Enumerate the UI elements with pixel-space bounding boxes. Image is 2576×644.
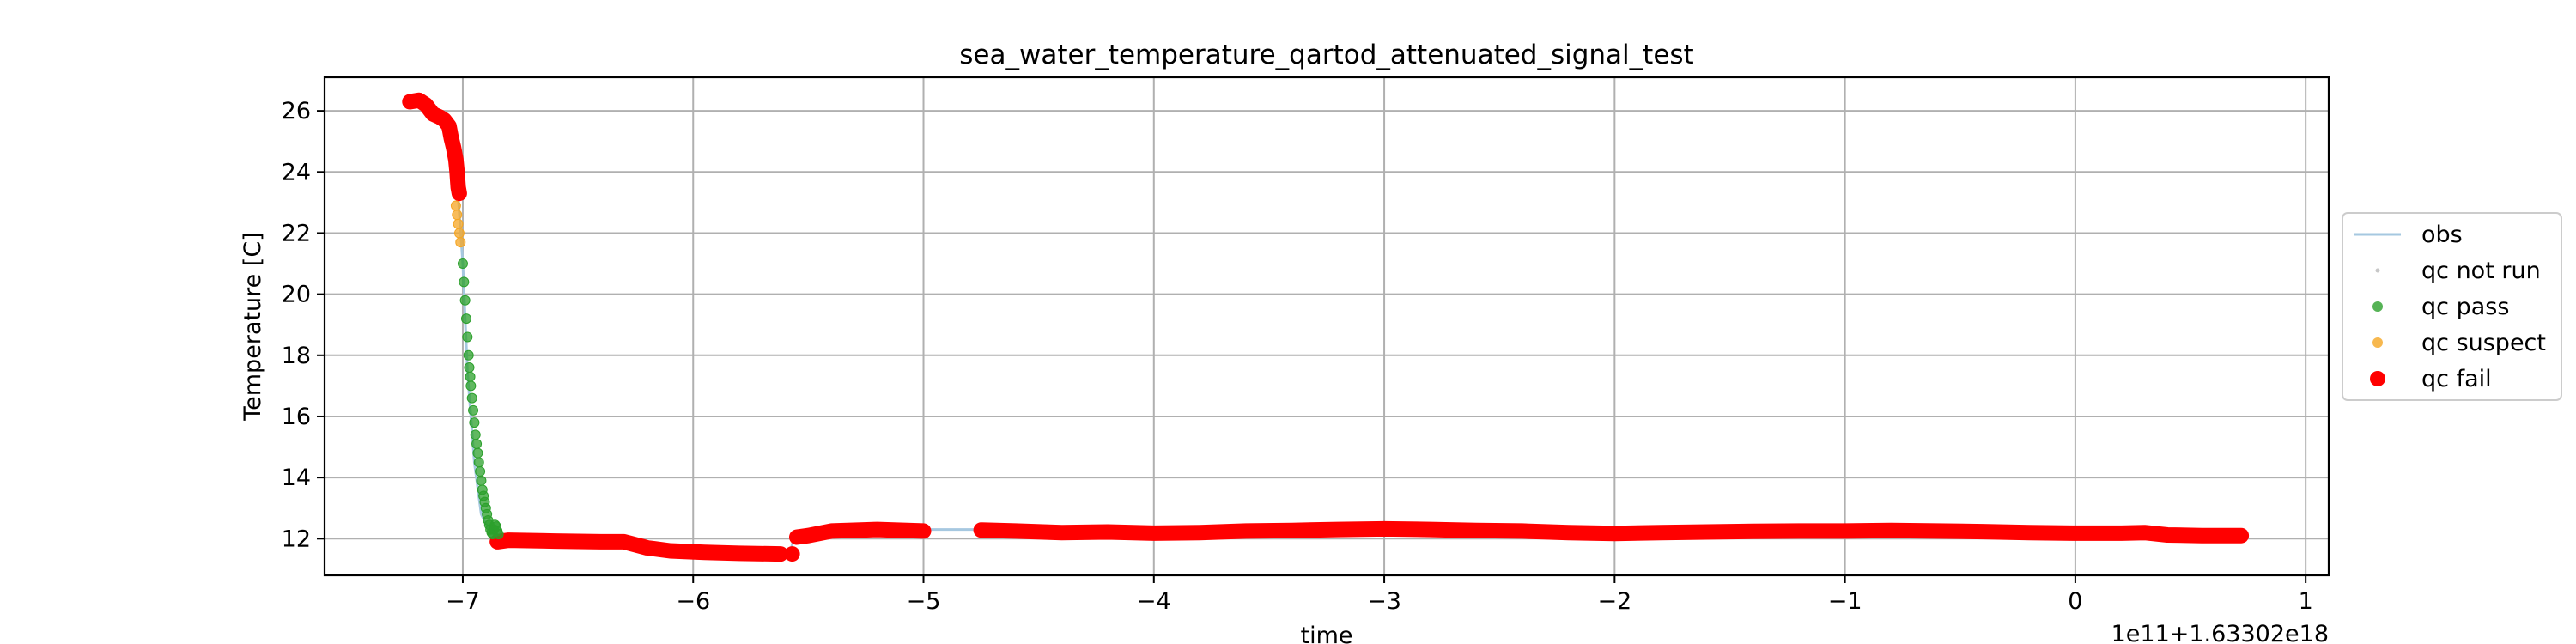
- legend-label: qc suspect: [2421, 330, 2546, 356]
- x-tick-label: −4: [1137, 588, 1171, 615]
- y-tick-label: 26: [282, 98, 311, 125]
- x-tick-label: −6: [676, 588, 710, 615]
- qc-pass-point: [459, 276, 470, 288]
- qc-pass-point: [493, 528, 504, 539]
- y-tick-label: 14: [282, 465, 311, 491]
- x-tick-label: −1: [1828, 588, 1862, 615]
- legend-label: qc fail: [2421, 366, 2492, 392]
- y-axis: 12 14 16 18 20 22 24 26: [282, 98, 325, 552]
- qc-suspect-point: [455, 237, 466, 248]
- qc-pass-point: [457, 258, 468, 270]
- qc-pass-point: [459, 295, 471, 306]
- qc-pass-point: [460, 313, 471, 325]
- qc-pass-point: [473, 457, 484, 468]
- y-tick-label: 24: [282, 159, 311, 185]
- legend-item: qc pass: [2372, 294, 2509, 320]
- qc-pass-point: [469, 417, 480, 428]
- qc-suspect-point: [450, 200, 461, 211]
- qc-pass-point: [462, 331, 473, 343]
- legend-item: qc not run: [2375, 258, 2541, 284]
- x-axis: −7 −6 −5 −4 −3 −2 −1 0 1: [446, 575, 2313, 615]
- legend-item: obs: [2354, 222, 2463, 248]
- x-tick-label: −5: [907, 588, 941, 615]
- qc-pass-point: [476, 475, 487, 486]
- qc-pass-point: [472, 447, 483, 459]
- x-axis-label: time: [1300, 623, 1352, 644]
- legend-swatch-dot: [2370, 371, 2385, 386]
- qc-fail-point: [784, 546, 800, 562]
- legend-item: qc suspect: [2372, 330, 2546, 356]
- qc-fail-run: [489, 532, 789, 562]
- qc-pass-point: [470, 429, 481, 440]
- legend-label: obs: [2421, 222, 2463, 248]
- x-offset-label: 1e11+1.63302e18: [2111, 621, 2329, 644]
- qc-suspect-point: [453, 218, 464, 229]
- y-tick-label: 22: [282, 220, 311, 246]
- qc-fail-run: [973, 520, 2250, 544]
- qc-pass-point: [475, 466, 486, 477]
- legend-label: qc pass: [2421, 294, 2509, 320]
- legend-box: [2342, 212, 2562, 401]
- legend-swatch-dot: [2372, 301, 2383, 312]
- grid: [325, 77, 2329, 575]
- legend-swatch-dot: [2375, 268, 2380, 273]
- legend-swatch-dot: [2372, 337, 2383, 348]
- qc-pass-point: [464, 362, 475, 374]
- x-tick-label: −2: [1597, 588, 1631, 615]
- qc-fail-run: [789, 521, 932, 545]
- qc-fail-run: [402, 92, 467, 202]
- qc-suspect-point: [452, 210, 463, 221]
- plot-area-border: [323, 76, 2330, 577]
- x-tick-label: −7: [446, 588, 480, 615]
- obs-line: [411, 100, 2242, 556]
- x-tick-label: 1: [2299, 588, 2313, 615]
- qc-suspect-point: [453, 228, 465, 239]
- y-tick-label: 16: [282, 404, 311, 430]
- y-tick-label: 18: [282, 343, 311, 369]
- legend: obs qc not run qc pass qc suspect qc fail: [2342, 212, 2562, 401]
- y-tick-label: 12: [282, 526, 311, 552]
- x-tick-label: 0: [2068, 588, 2082, 615]
- legend-item: qc fail: [2370, 366, 2492, 392]
- qc-pass-point: [463, 349, 474, 361]
- chart-title: sea_water_temperature_qartod_attenuated_…: [959, 39, 1693, 70]
- x-tick-label: −3: [1367, 588, 1401, 615]
- qc-pass-point: [465, 380, 477, 392]
- y-axis-label: Temperature [C]: [240, 232, 266, 422]
- qc-pass-point: [465, 371, 476, 382]
- qc-pass-point: [466, 392, 477, 404]
- data-points: [402, 92, 2250, 562]
- legend-label: qc not run: [2421, 258, 2541, 284]
- qc-pass-point: [471, 438, 483, 449]
- qc-pass-point: [468, 404, 479, 416]
- y-tick-label: 20: [282, 282, 311, 308]
- obs-series-line: [411, 100, 2242, 556]
